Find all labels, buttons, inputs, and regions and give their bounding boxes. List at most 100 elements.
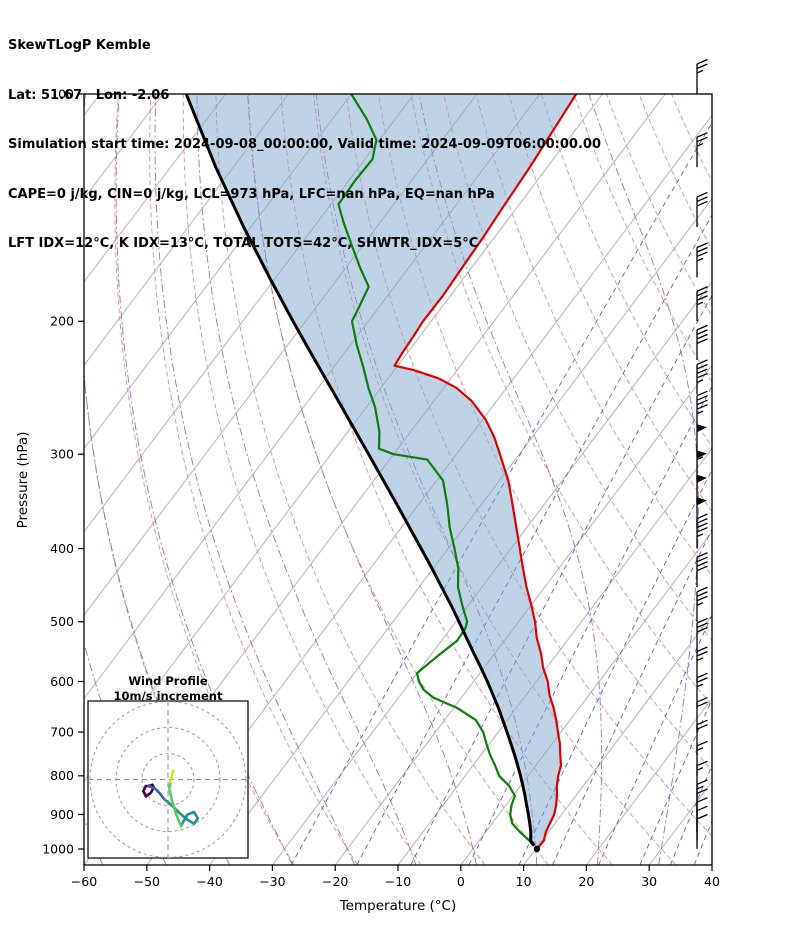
barb-full bbox=[696, 333, 708, 340]
hodograph-grid bbox=[88, 701, 248, 858]
temperature-profile-line bbox=[393, 94, 578, 850]
header-latlon: Lat: 51.67 Lon: -2.06 bbox=[8, 87, 170, 103]
x-tick-label: 10 bbox=[516, 874, 532, 889]
x-tick-label: −50 bbox=[134, 874, 160, 889]
mixing-ratio-line bbox=[639, 698, 712, 865]
isotherm-line bbox=[84, 94, 227, 283]
wind-barb bbox=[696, 552, 708, 588]
mixing-ratio-line bbox=[598, 614, 712, 865]
wind-barb bbox=[696, 813, 708, 850]
x-tick-label: 30 bbox=[641, 874, 657, 889]
barb-half bbox=[696, 602, 704, 606]
barb-full bbox=[696, 626, 708, 633]
barb-full bbox=[696, 677, 708, 683]
hodograph-trace-segment bbox=[169, 769, 175, 784]
barb-full bbox=[696, 526, 708, 533]
dry-adiabat-line bbox=[215, 94, 486, 865]
barb-full bbox=[696, 404, 708, 410]
barb-pennant bbox=[697, 424, 707, 433]
barb-full bbox=[696, 561, 708, 567]
x-tick-label: 20 bbox=[578, 874, 594, 889]
wind-barb bbox=[696, 324, 708, 360]
barb-full bbox=[696, 779, 708, 786]
barb-full bbox=[696, 719, 708, 726]
barb-half bbox=[696, 747, 704, 751]
isotherm-line bbox=[711, 864, 712, 865]
barb-half bbox=[696, 767, 704, 771]
hodograph-trace-segment bbox=[168, 780, 183, 828]
barb-full bbox=[696, 395, 708, 401]
dry-adiabat-line bbox=[508, 94, 712, 513]
moist-adiabat-line bbox=[154, 94, 356, 865]
wind-barbs bbox=[696, 58, 708, 850]
barb-full bbox=[696, 329, 708, 335]
barb-full bbox=[696, 586, 708, 593]
isotherm-line bbox=[272, 281, 712, 865]
barb-full bbox=[696, 58, 708, 65]
hodograph-inset bbox=[87, 700, 249, 859]
dry-adiabat-line bbox=[475, 94, 712, 577]
wind-barb bbox=[696, 191, 708, 227]
dewpoint-profile-line bbox=[337, 94, 534, 847]
wind-barb bbox=[696, 617, 708, 653]
barb-full bbox=[696, 805, 708, 812]
isotherm-line bbox=[334, 364, 712, 865]
isotherm-line bbox=[523, 614, 712, 865]
x-tick-label: −20 bbox=[322, 874, 348, 889]
dry-adiabat-line bbox=[573, 94, 712, 383]
barb-full bbox=[696, 813, 708, 820]
header-indices-line: LFT IDX=12°C, K IDX=13°C, TOTAL TOTS=42°… bbox=[8, 236, 479, 251]
barb-half bbox=[696, 533, 704, 538]
hodograph-subtitle: 10m/s increment bbox=[114, 689, 223, 703]
barb-pennant bbox=[697, 497, 707, 506]
y-tick-label: 900 bbox=[50, 807, 74, 822]
dry-adiabat-line bbox=[671, 94, 712, 183]
barb-full bbox=[696, 513, 708, 520]
y-tick-label: 300 bbox=[50, 447, 74, 462]
barb-half bbox=[696, 657, 704, 662]
y-tick-label: 500 bbox=[50, 614, 74, 629]
isotherm-line bbox=[84, 94, 289, 367]
mixing-ratio-line bbox=[410, 294, 712, 865]
barb-full bbox=[696, 359, 708, 366]
barb-full bbox=[696, 251, 708, 258]
wind-barb bbox=[696, 359, 708, 395]
moist-adiabat-line bbox=[588, 94, 699, 865]
barb-full bbox=[696, 363, 708, 370]
barb-full bbox=[696, 740, 708, 747]
x-tick-label: −60 bbox=[71, 874, 97, 889]
x-tick-label: −10 bbox=[385, 874, 411, 889]
moist-adiabat-line bbox=[196, 94, 417, 865]
barb-full bbox=[696, 372, 708, 379]
x-axis-label: Temperature (°C) bbox=[339, 898, 457, 914]
isotherm-line bbox=[397, 447, 712, 865]
barb-full bbox=[696, 286, 708, 292]
hodograph-ring bbox=[89, 701, 247, 858]
axes: −60 −50 −40 −30 −20 −10 0 10 20 30 40 100 200 300 400 5… bbox=[42, 86, 720, 889]
barb-half bbox=[696, 683, 704, 688]
barb-half bbox=[696, 301, 704, 306]
barb-full bbox=[696, 522, 708, 529]
surface-origin-marker bbox=[533, 845, 541, 853]
y-tick-label: 100 bbox=[50, 86, 74, 101]
header: SkewTLogP Kemble Lat: 51.67 Lon: -2.06 S… bbox=[8, 5, 601, 286]
y-axis-label: Pressure (hPa) bbox=[15, 432, 31, 529]
mixing-ratio-line bbox=[693, 819, 712, 865]
wind-barb bbox=[696, 513, 708, 549]
hodograph-trace-segment bbox=[142, 783, 155, 798]
barb-full bbox=[696, 132, 708, 138]
header-cape-line: CAPE=0 j/kg, CIN=0 j/kg, LCL=973 hPa, LF… bbox=[8, 186, 495, 202]
barb-full bbox=[696, 390, 708, 397]
wind-barb bbox=[696, 424, 707, 455]
barb-full bbox=[696, 552, 708, 558]
wind-barb bbox=[696, 132, 708, 168]
x-tick-label: −30 bbox=[259, 874, 285, 889]
barb-full bbox=[696, 724, 708, 730]
wind-barb bbox=[696, 58, 708, 94]
barb-full bbox=[696, 672, 708, 679]
barb-full bbox=[696, 797, 708, 803]
barb-pennant bbox=[697, 474, 707, 483]
dry-adiabat-line bbox=[606, 94, 712, 317]
header-times: Simulation start time: 2024-09-08_00:00:… bbox=[8, 137, 601, 152]
